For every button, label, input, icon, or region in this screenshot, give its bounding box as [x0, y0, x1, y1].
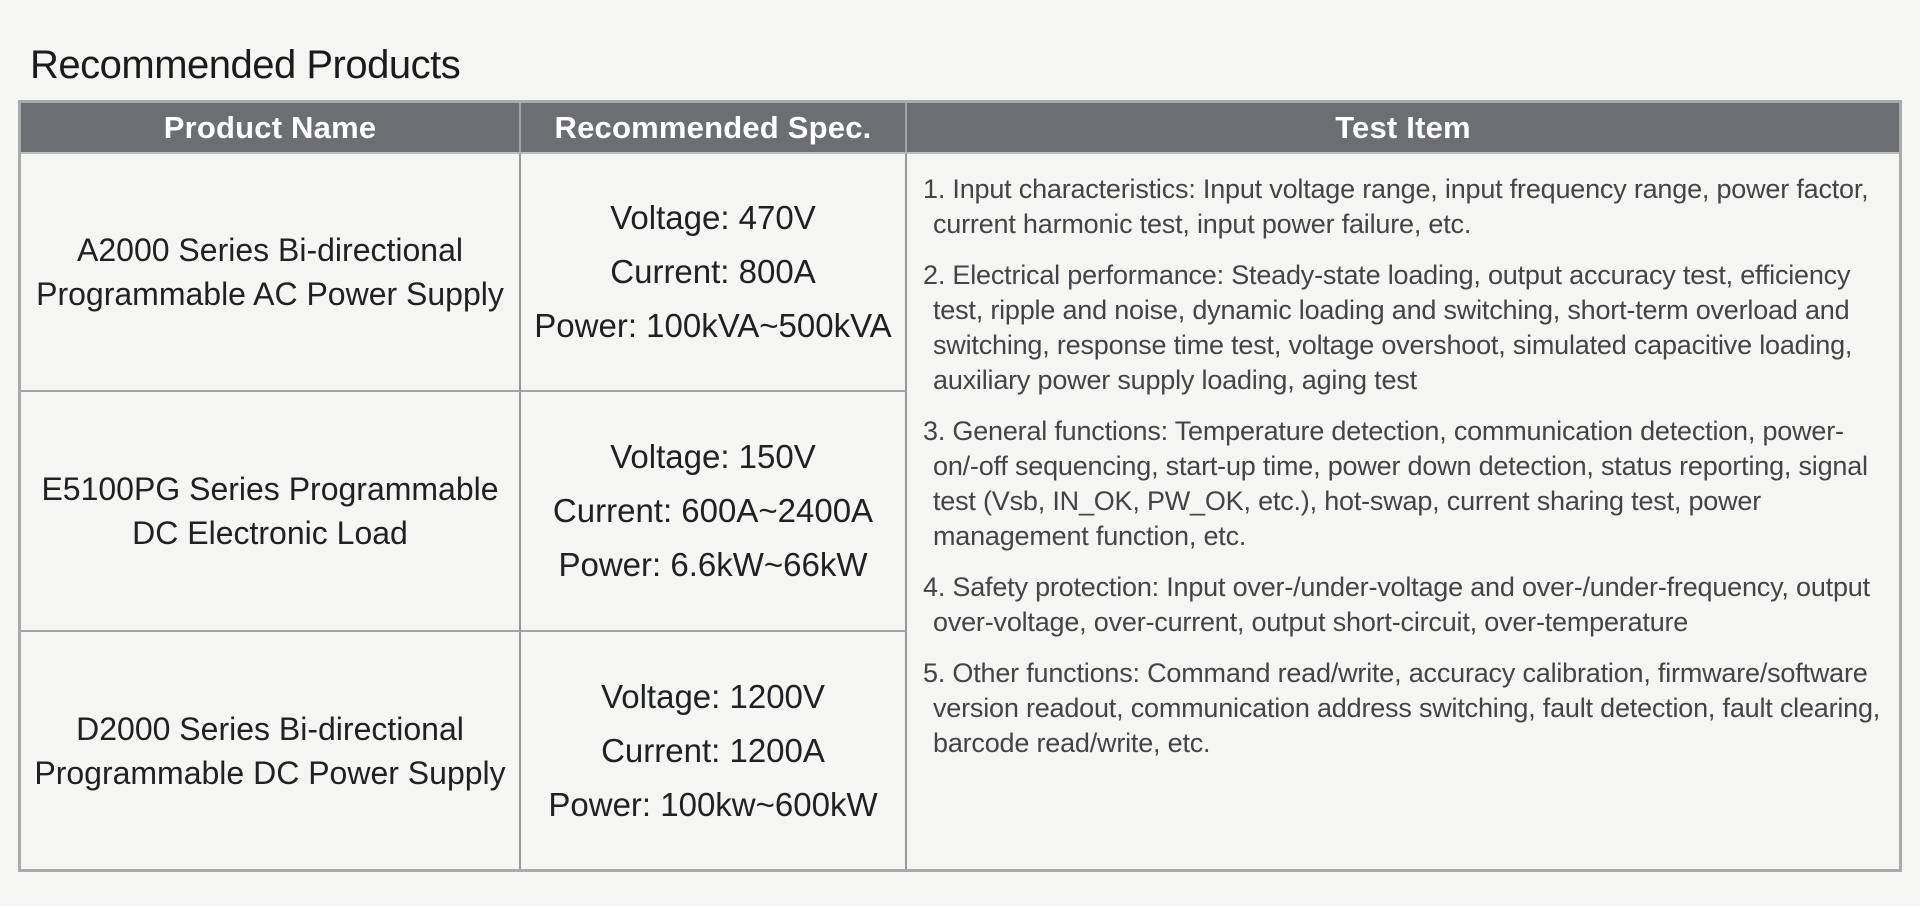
test-item-safety-protection: 4. Safety protection: Input over-/under-… — [923, 572, 1870, 637]
spec-d2000: Voltage: 1200V Current: 1200A Power: 100… — [521, 632, 907, 869]
test-item-general-functions: 3. General functions: Temperature detect… — [923, 416, 1868, 551]
recommended-products-table: Product Name Recommended Spec. Test Item… — [18, 100, 1902, 872]
column-header-recommended-spec: Recommended Spec. — [521, 103, 907, 154]
product-name-a2000: A2000 Series Bi-directional Programmable… — [21, 154, 521, 392]
column-header-test-item: Test Item — [907, 103, 1899, 154]
spec-a2000: Voltage: 470V Current: 800A Power: 100kV… — [521, 154, 907, 392]
spec-e5100pg: Voltage: 150V Current: 600A~2400A Power:… — [521, 392, 907, 632]
test-item-list: 1. Input characteristics: Input voltage … — [907, 154, 1899, 869]
column-header-product-name: Product Name — [21, 103, 521, 154]
test-item-electrical-performance: 2. Electrical performance: Steady-state … — [923, 260, 1853, 395]
test-item-other-functions: 5. Other functions: Command read/write, … — [923, 658, 1881, 758]
test-item-input-characteristics: 1. Input characteristics: Input voltage … — [923, 174, 1869, 239]
product-name-d2000: D2000 Series Bi-directional Programmable… — [21, 632, 521, 869]
page-title: Recommended Products — [30, 42, 461, 87]
product-name-e5100pg: E5100PG Series Programmable DC Electroni… — [21, 392, 521, 632]
